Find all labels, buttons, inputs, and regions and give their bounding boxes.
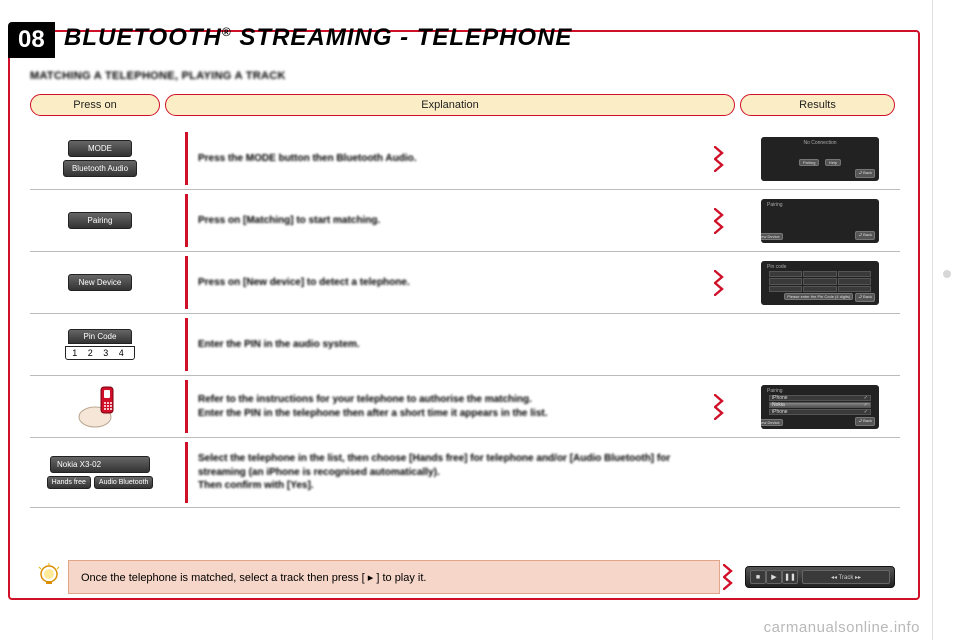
track-indicator[interactable]: ◂◂ Track ▸▸ [802,570,890,584]
explanation-text: Refer to the instructions for your telep… [198,376,712,437]
instruction-row: MODE Bluetooth Audio Press the MODE butt… [30,128,900,190]
red-divider [185,442,188,503]
page-subtitle: MATCHING A TELEPHONE, PLAYING A TRACK [30,70,286,82]
page-title: BLUETOOTH® STREAMING - TELEPHONE [64,24,572,52]
mini-new-device-btn: New Device [761,233,783,240]
pincode-label: Pin Code [68,329,132,344]
result-cell: No Connection Pairing Help ⮐ Back [740,128,900,189]
mini-back-bar: Please enter the Pin Code (4 digits)⮐ Ba… [782,293,875,302]
instruction-row: Nokia X3-02 Hands free Audio Bluetooth S… [30,438,900,508]
red-divider [185,380,188,433]
mini-help-btn: Help [825,159,841,166]
chevron-icon [714,270,728,296]
chevron-icon [714,146,728,172]
title-part-a: BLUETOOTH [64,24,222,51]
mini-title: Pin code [767,264,873,270]
press-cell: Nokia X3-02 Hands free Audio Bluetooth [30,438,170,507]
stop-button[interactable]: ■ [750,570,766,584]
chevron-icon [714,394,728,420]
instruction-row: Pairing Press on [Matching] to start mat… [30,190,900,252]
press-cell: New Device [30,252,170,313]
mini-back-bar: ⮐ Back [853,169,875,178]
red-divider [185,132,188,185]
media-player-bar: ■ ▶ ❚❚ ◂◂ Track ▸▸ [745,566,895,588]
explanation-text: Press on [Matching] to start matching. [198,190,712,251]
tip-bar: Once the telephone is matched, select a … [30,560,900,594]
phone-in-hand-icon [75,383,125,431]
result-cell: Pairing iPhone✓ Nokia✓ iPhone✓ New Devic… [740,376,900,437]
instruction-row: Refer to the instructions for your telep… [30,376,900,438]
instruction-row: Pin Code 1 2 3 4 Enter the PIN in the au… [30,314,900,376]
explanation-text: Press the MODE button then Bluetooth Aud… [198,128,712,189]
press-cell: Pin Code 1 2 3 4 [30,314,170,375]
result-cell: Pairing New Device ⮐ Back [740,190,900,251]
chevron-icon [720,560,740,594]
pairing-button[interactable]: Pairing [68,212,132,229]
pincode-value: 1 2 3 4 [65,346,135,360]
instruction-rows: MODE Bluetooth Audio Press the MODE butt… [30,128,900,508]
result-cell [740,314,900,375]
header-press-on: Press on [30,94,160,116]
header-explanation: Explanation [165,94,735,116]
result-screen-no-connection: No Connection Pairing Help ⮐ Back [761,137,879,181]
red-divider [185,256,188,309]
new-device-button[interactable]: New Device [68,274,132,291]
red-divider [185,318,188,371]
watermark-text: carmanualsonline.info [764,619,920,636]
press-cell: Pairing [30,190,170,251]
result-screen-device-list: Pairing iPhone✓ Nokia✓ iPhone✓ New Devic… [761,385,879,429]
explanation-text: Press on [New device] to detect a teleph… [198,252,712,313]
section-number-tab: 08 [8,22,55,58]
explanation-text: Select the telephone in the list, then c… [198,438,712,507]
pause-button[interactable]: ❚❚ [782,570,798,584]
mini-back-bar: New Device ⮐ Back [853,231,875,240]
mini-device-list: iPhone✓ Nokia✓ iPhone✓ [769,395,871,417]
column-headers: Press on Explanation Results [30,94,900,120]
title-part-b: STREAMING - TELEPHONE [232,24,573,51]
mini-pin-footer: Please enter the Pin Code (4 digits) [784,293,853,300]
device-row-button[interactable]: Nokia X3-02 [50,456,150,473]
audio-bluetooth-button[interactable]: Audio Bluetooth [94,476,153,489]
mode-button[interactable]: MODE [68,140,132,157]
mini-back-bar: New Device⮐ Back [853,417,875,426]
mini-buttons: Pairing Help [797,159,843,166]
chevron-icon [714,208,728,234]
result-screen-pairing: Pairing New Device ⮐ Back [761,199,879,243]
registered-mark: ® [222,25,232,39]
bluetooth-audio-button[interactable]: Bluetooth Audio [63,160,137,177]
press-cell: MODE Bluetooth Audio [30,128,170,189]
mini-keypad [769,271,871,293]
press-cell [30,376,170,437]
tip-text: Once the telephone is matched, select a … [68,560,720,594]
right-rail [932,0,960,640]
mini-title: Pairing [767,202,873,208]
scroll-indicator-dot [943,270,951,278]
pincode-widget[interactable]: Pin Code 1 2 3 4 [65,329,135,360]
hands-free-button[interactable]: Hands free [47,476,91,489]
page: 08 BLUETOOTH® STREAMING - TELEPHONE MATC… [0,0,960,640]
tip-player: ■ ▶ ❚❚ ◂◂ Track ▸▸ [740,560,900,594]
header-results: Results [740,94,895,116]
mini-pairing-btn: Pairing [799,159,819,166]
explanation-text: Enter the PIN in the audio system. [198,314,712,375]
result-screen-pincode: Pin code Please enter the Pin Code (4 di… [761,261,879,305]
result-cell [740,438,900,507]
play-button[interactable]: ▶ [766,570,782,584]
mini-title: No Connection [767,140,873,146]
lightbulb-icon [30,560,68,594]
result-cell: Pin code Please enter the Pin Code (4 di… [740,252,900,313]
mini-title: Pairing [767,388,873,394]
instruction-row: New Device Press on [New device] to dete… [30,252,900,314]
red-divider [185,194,188,247]
